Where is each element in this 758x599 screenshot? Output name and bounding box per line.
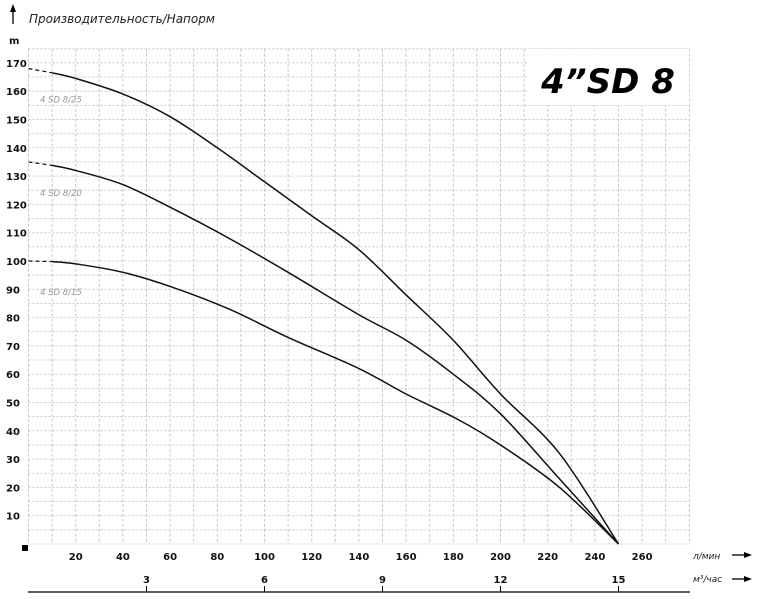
grid [28, 48, 690, 545]
x-tick-label: 80 [210, 552, 224, 563]
title-box [527, 49, 689, 105]
curve-dashed-start [28, 67, 53, 74]
y-tick-labels: 10 20 30 40 50 60 70 80 90 100 110 120 130 140 150 160 1… [6, 59, 27, 523]
x2-tick-label: 6 [261, 575, 268, 586]
y-axis-arrow-icon [10, 4, 16, 24]
curve-4-sd-8-25 [51, 72, 620, 545]
curve-dashed-start [28, 260, 53, 263]
x-tick-labels: 20 40 60 80 100 120 140 160 180 200 220 240 260 [69, 552, 653, 563]
series-label: 4 SD 8/20 [40, 189, 82, 199]
x-tick-label: 140 [348, 552, 369, 563]
x-tick-label: 160 [396, 552, 417, 563]
x-tick-label: 40 [116, 552, 130, 563]
curve-4-sd-8-15 [52, 260, 620, 545]
x2-tick-labels: 3 6 9 12 15 [143, 575, 625, 592]
y-tick-label: 160 [6, 87, 27, 98]
y-tick-label: 170 [6, 59, 27, 70]
x-tick-label: 180 [443, 552, 464, 563]
x-tick-label: 200 [490, 552, 511, 563]
x2-axis-arrow-icon [732, 576, 752, 582]
chart-header: Производительность/Напорм [29, 12, 215, 26]
x-tick-label: 20 [69, 552, 83, 563]
x2-tick-label: 9 [379, 575, 386, 586]
series-label: 4 SD 8/25 [40, 96, 82, 106]
y-tick-label: 110 [6, 229, 27, 240]
x2-axis-label: м³/час [693, 575, 722, 585]
y-tick-label: 80 [6, 314, 20, 325]
origin-marker [22, 545, 28, 551]
curve-dashed-start [28, 161, 53, 166]
x-tick-label: 60 [163, 552, 177, 563]
x-axis-arrow-icon [732, 552, 752, 558]
y-tick-label: 130 [6, 172, 27, 183]
x-tick-label: 220 [537, 552, 558, 563]
chart-title: 4”SD 8 [540, 62, 675, 102]
x-tick-label: 260 [632, 552, 653, 563]
y-tick-label: 70 [6, 342, 20, 353]
y-axis-label: m [9, 36, 19, 47]
y-tick-label: 100 [6, 257, 27, 268]
y-tick-label: 20 [6, 483, 20, 494]
y-tick-label: 140 [6, 144, 27, 155]
y-tick-label: 30 [6, 455, 20, 466]
x-tick-label: 120 [301, 552, 322, 563]
y-tick-label: 90 [6, 285, 20, 296]
y-tick-label: 60 [6, 370, 20, 381]
x2-tick-label: 15 [612, 575, 626, 586]
y-tick-label: 10 [6, 512, 20, 523]
x2-tick-label: 3 [143, 575, 150, 586]
curves: 4 SD 8/25 4 SD 8/20 4 SD 8/15 [28, 67, 620, 545]
x-tick-label: 100 [254, 552, 275, 563]
x-tick-label: 240 [584, 552, 605, 563]
series-label: 4 SD 8/15 [40, 288, 82, 298]
x-axis-label: л/мин [692, 552, 720, 562]
y-tick-label: 120 [6, 200, 27, 211]
y-tick-label: 150 [6, 116, 27, 127]
y-tick-label: 50 [6, 399, 20, 410]
x2-tick-label: 12 [494, 575, 508, 586]
y-tick-label: 40 [6, 427, 20, 438]
curve-4-sd-8-20 [51, 164, 620, 545]
